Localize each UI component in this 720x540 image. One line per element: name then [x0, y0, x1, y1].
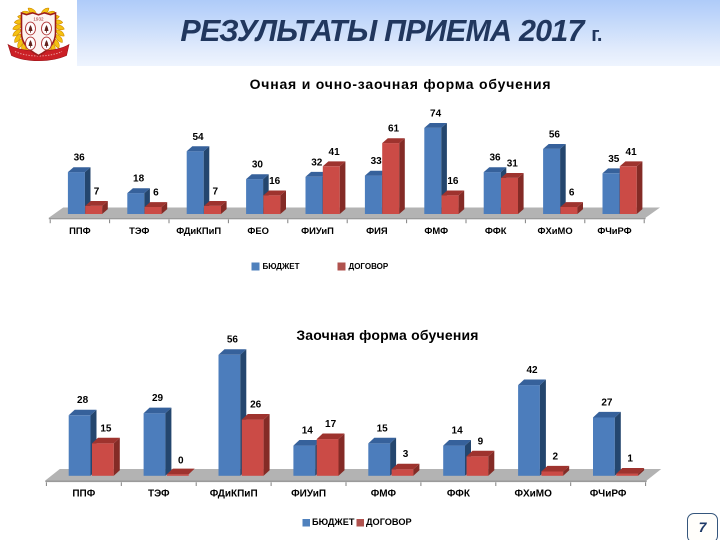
svg-text:31: 31 [507, 159, 519, 170]
svg-text:ППФ: ППФ [69, 225, 90, 236]
svg-text:ТЭФ: ТЭФ [129, 225, 149, 236]
svg-text:17: 17 [325, 419, 337, 430]
svg-text:15: 15 [377, 423, 389, 434]
svg-text:ФИУиП: ФИУиП [301, 225, 334, 236]
svg-text:3: 3 [403, 449, 409, 460]
svg-text:0: 0 [178, 456, 184, 467]
svg-text:ФИЯ: ФИЯ [366, 225, 388, 236]
svg-text:32: 32 [311, 157, 323, 168]
svg-text:2: 2 [553, 451, 559, 462]
svg-text:ППФ: ППФ [72, 489, 95, 500]
svg-text:27: 27 [601, 397, 613, 408]
svg-text:1: 1 [627, 454, 633, 465]
svg-text:ФХиМО: ФХиМО [514, 489, 552, 500]
svg-text:ФЕО: ФЕО [247, 225, 269, 236]
svg-text:7: 7 [213, 187, 219, 198]
svg-text:ФЧиРФ: ФЧиРФ [597, 225, 631, 236]
svg-text:7: 7 [94, 187, 100, 198]
svg-text:ДОГОВОР: ДОГОВОР [349, 262, 389, 271]
svg-text:1932: 1932 [33, 17, 44, 22]
svg-text:ТЭФ: ТЭФ [148, 489, 170, 500]
svg-text:41: 41 [329, 147, 341, 158]
svg-text:74: 74 [430, 109, 442, 120]
svg-text:ФФК: ФФК [485, 225, 507, 236]
svg-text:ФХиМО: ФХиМО [538, 225, 573, 236]
svg-text:ФФК: ФФК [447, 489, 471, 500]
svg-text:16: 16 [447, 176, 459, 187]
svg-text:БЮДЖЕТ: БЮДЖЕТ [263, 262, 300, 271]
svg-text:ФДиКПиП: ФДиКПиП [176, 225, 221, 236]
svg-text:29: 29 [152, 393, 164, 404]
svg-text:ФДиКПиП: ФДиКПиП [210, 489, 258, 500]
svg-text:28: 28 [77, 395, 89, 406]
svg-text:16: 16 [269, 176, 281, 187]
svg-text:ФЧиРФ: ФЧиРФ [590, 489, 627, 500]
svg-text:6: 6 [153, 188, 159, 199]
svg-text:56: 56 [549, 130, 561, 141]
svg-text:6: 6 [569, 188, 575, 199]
svg-text:14: 14 [302, 426, 314, 437]
svg-text:ФМФ: ФМФ [371, 489, 397, 500]
svg-text:26: 26 [250, 400, 262, 411]
svg-text:42: 42 [526, 365, 538, 376]
svg-text:14: 14 [452, 426, 464, 437]
svg-text:35: 35 [608, 154, 620, 165]
svg-text:ДОГОВОР: ДОГОВОР [366, 517, 412, 527]
svg-text:ФМФ: ФМФ [424, 225, 448, 236]
svg-text:36: 36 [74, 153, 86, 164]
svg-text:54: 54 [192, 132, 204, 143]
svg-text:ФИУиП: ФИУиП [291, 489, 326, 500]
svg-text:61: 61 [388, 124, 400, 135]
svg-text:БЮДЖЕТ: БЮДЖЕТ [312, 517, 355, 527]
svg-text:15: 15 [100, 423, 112, 434]
svg-text:9: 9 [478, 436, 484, 447]
svg-text:56: 56 [227, 335, 239, 346]
svg-text:36: 36 [489, 153, 501, 164]
svg-text:33: 33 [371, 156, 383, 167]
svg-text:30: 30 [252, 160, 264, 171]
svg-text:41: 41 [626, 147, 638, 158]
svg-text:18: 18 [133, 174, 145, 185]
